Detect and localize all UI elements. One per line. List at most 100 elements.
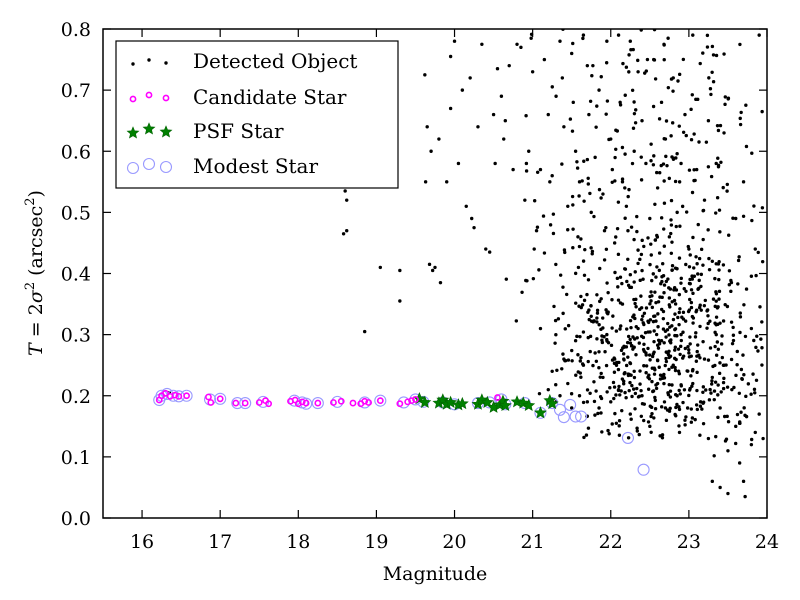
detected-object-point [603,349,607,354]
detected-object-point [343,189,347,193]
detected-object-point [581,33,586,37]
detected-object-point [648,358,652,362]
detected-object-point [756,349,760,353]
detected-object-point [527,149,531,153]
detected-object-point [613,155,617,160]
detected-object-point [618,103,623,107]
detected-object-point [677,72,682,77]
detected-object-point [736,282,740,286]
detected-object-point [600,340,605,345]
detected-object-point [555,368,559,372]
detected-object-point [706,321,710,326]
detected-object-point [706,436,711,441]
detected-object-point [546,387,550,392]
detected-object-point [698,404,703,408]
detected-object-point [610,326,614,330]
detected-object-point [628,412,632,416]
detected-object-point [570,406,574,410]
detected-object-point [709,174,714,179]
detected-object-point [588,349,592,354]
detected-object-point [585,157,590,162]
detected-object-point [717,268,721,272]
detected-object-point [637,341,641,345]
detected-object-point [683,346,688,351]
detected-object-point [713,380,718,384]
detected-object-point [721,363,726,367]
detected-object-point [695,349,699,354]
detected-object-point [378,265,383,270]
detected-object-point [616,285,620,289]
detected-object-point [556,317,561,321]
detected-object-point [621,61,625,66]
detected-object-point [691,367,695,372]
detected-object-point [604,112,608,116]
detected-object-point [678,392,682,396]
detected-object-point [582,435,586,440]
detected-object-point [685,369,689,373]
detected-object-point [675,152,679,156]
detected-object-point [684,133,688,138]
detected-object-point [644,364,649,368]
candidate-star-point [255,399,263,406]
detected-object-point [714,323,718,327]
detected-object-point [554,383,558,387]
detected-object-point [605,39,609,43]
detected-object-point [628,361,633,366]
detected-object-point [716,347,721,352]
detected-object-point [610,180,614,184]
detected-object-point [464,204,468,208]
detected-object-point [570,348,574,353]
detected-object-point [534,229,539,233]
detected-object-point [709,92,713,97]
detected-object-point [655,235,660,239]
detected-object-point [629,417,633,421]
detected-object-point [542,57,547,62]
detected-object-point [670,383,674,387]
detected-object-point [698,356,702,360]
detected-object-point [660,436,665,440]
detected-object-point [579,375,583,379]
detected-object-point [738,116,742,121]
detected-object-point [642,364,646,368]
detected-object-point [582,199,586,203]
detected-object-point [629,373,633,377]
detected-object-point [646,346,650,351]
points-layer [153,29,765,499]
detected-object-point [636,261,640,266]
detected-object-point [448,54,453,59]
detected-object-point [683,423,687,427]
detected-object-point [669,223,674,227]
detected-object-point [634,305,638,309]
detected-object-point [618,301,623,305]
detected-object-point [641,277,645,281]
detected-object-point [677,180,682,184]
detected-object-point [630,383,634,388]
detected-object-point [616,200,621,204]
detected-object-point [629,47,633,52]
detected-object-point [708,87,713,91]
detected-object-point [636,58,640,63]
detected-object-point [695,370,699,375]
detected-object-point [690,384,694,388]
detected-object-point [654,300,658,305]
detected-object-point [616,298,621,302]
candidate-star-point [205,393,212,401]
detected-object-point [719,342,724,346]
detected-object-point [710,259,715,263]
detected-object-point [710,70,714,75]
detected-object-point [648,216,652,221]
detected-object-point [657,117,662,121]
detected-object-point [615,276,620,281]
detected-object-point [694,97,698,102]
detected-object-point [613,270,617,275]
detected-object-point [563,327,567,331]
detected-object-point [639,306,644,310]
detected-object-point [607,137,611,142]
detected-object-point [580,303,585,307]
detected-object-point [673,365,677,370]
detected-object-point [716,415,720,420]
detected-object-point [689,288,694,292]
detected-object-point [760,363,764,367]
detected-object-point [664,279,669,284]
